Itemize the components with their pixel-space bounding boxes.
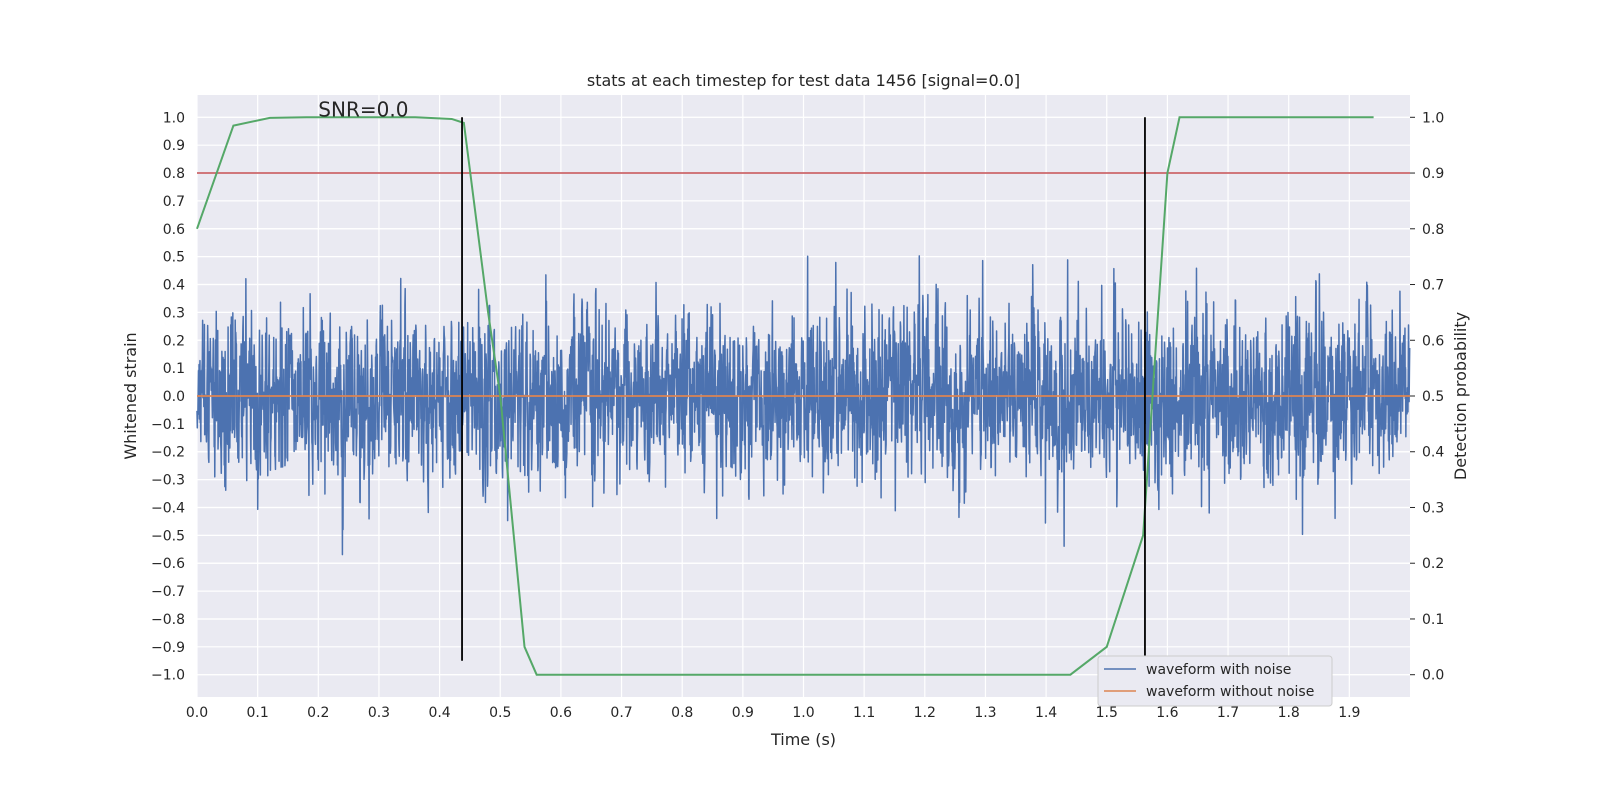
y-tick-label: 0.7: [163, 194, 185, 210]
x-tick-label: 0.2: [307, 705, 329, 721]
x-tick-label: 1.5: [1096, 705, 1118, 721]
snr-annotation: SNR=0.0: [318, 97, 408, 121]
x-tick-label: 0.0: [186, 705, 208, 721]
x-tick-label: 1.4: [1035, 705, 1057, 721]
x-tick-label: 1.7: [1217, 705, 1239, 721]
y2-tick-label: 0.6: [1422, 333, 1444, 349]
y2-tick-label: 0.7: [1422, 278, 1444, 294]
y2-tick-label: 0.1: [1422, 612, 1444, 628]
legend-label-noise: waveform with noise: [1146, 662, 1291, 678]
y-tick-label: 0.9: [163, 138, 185, 154]
y-tick-label: −0.6: [151, 556, 185, 572]
y2-axis-label: Detection probability: [1451, 312, 1470, 480]
x-tick-label: 0.7: [610, 705, 632, 721]
y2-ticks: 1.0 0.9 0.8 0.7 0.6 0.5 0.4 0.3 0.2 0.1 0.0: [1410, 110, 1444, 684]
y2-tick-label: 0.5: [1422, 389, 1444, 405]
x-tick-label: 0.1: [247, 705, 269, 721]
y-tick-label: 0.3: [163, 305, 185, 321]
noise-series: [196, 255, 1411, 556]
x-tick-label: 0.5: [489, 705, 511, 721]
x-ticks: 0.0 0.1 0.2 0.3 0.4 0.5 0.6 0.7 0.8 0.9 1.0 1.1 1.2 1…: [186, 705, 1361, 721]
y2-tick-label: 0.2: [1422, 556, 1444, 572]
y-tick-label: 0.2: [163, 333, 185, 349]
x-tick-label: 1.1: [853, 705, 875, 721]
x-tick-label: 0.3: [368, 705, 390, 721]
x-tick-label: 0.4: [428, 705, 450, 721]
x-tick-label: 0.6: [550, 705, 572, 721]
x-tick-label: 1.6: [1156, 705, 1178, 721]
y-tick-label: 0.6: [163, 222, 185, 238]
y2-tick-label: 0.8: [1422, 222, 1444, 238]
y2-tick-label: 0.0: [1422, 668, 1444, 684]
x-tick-label: 1.9: [1338, 705, 1360, 721]
y-ticks: 1.0 0.9 0.8 0.7 0.6 0.5 0.4 0.3 0.2 0.1 0.0 −0.1 −0.…: [151, 110, 185, 683]
y-tick-label: −0.5: [151, 528, 185, 544]
y-tick-label: −0.7: [151, 584, 185, 600]
x-tick-label: 0.9: [732, 705, 754, 721]
y-tick-label: 0.0: [163, 389, 185, 405]
x-tick-label: 1.3: [974, 705, 996, 721]
vertical-markers: [461, 117, 1146, 661]
y-axis-label: Whitened strain: [121, 332, 140, 459]
legend-label-clean: waveform without noise: [1146, 684, 1314, 700]
y2-tick-label: 0.9: [1422, 166, 1444, 182]
y-tick-label: 1.0: [163, 110, 185, 126]
chart-title: stats at each timestep for test data 145…: [587, 71, 1020, 90]
y-tick-label: −0.1: [151, 417, 185, 433]
legend-box: [1097, 655, 1333, 707]
y-tick-label: −0.4: [151, 500, 185, 516]
x-tick-label: 0.8: [671, 705, 693, 721]
x-tick-label: 1.0: [792, 705, 814, 721]
x-tick-label: 1.8: [1278, 705, 1300, 721]
series-waveform-with-noise: [196, 255, 1411, 556]
y-tick-label: −0.3: [151, 473, 185, 489]
y2-tick-label: 0.3: [1422, 500, 1444, 516]
y-tick-label: 0.8: [163, 166, 185, 182]
y-tick-label: 0.1: [163, 361, 185, 377]
y-tick-label: 0.4: [163, 278, 185, 294]
y2-tick-label: 0.4: [1422, 445, 1444, 461]
y-tick-label: −1.0: [151, 668, 185, 684]
y-tick-label: 0.5: [163, 250, 185, 266]
y-tick-label: −0.9: [151, 640, 185, 656]
y-tick-label: −0.8: [151, 612, 185, 628]
y-tick-label: −0.2: [151, 445, 185, 461]
legend: waveform with noise waveform without noi…: [1097, 655, 1333, 707]
x-axis-label: Time (s): [770, 730, 836, 749]
probability-group: [196, 116, 1374, 676]
y2-tick-label: 1.0: [1422, 110, 1444, 126]
x-tick-label: 1.2: [914, 705, 936, 721]
detection-probability-line: [196, 116, 1374, 676]
